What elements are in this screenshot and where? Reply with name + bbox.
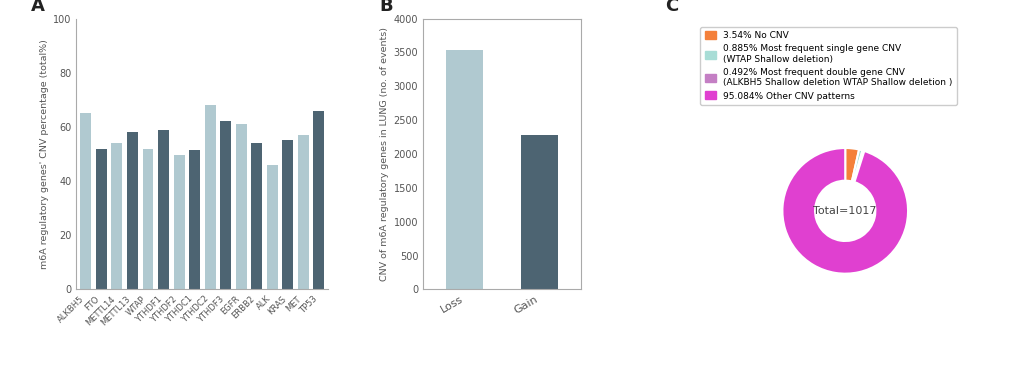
Wedge shape (851, 150, 862, 182)
Text: A: A (32, 0, 45, 15)
Bar (251, 143, 262, 289)
Wedge shape (845, 148, 858, 181)
Bar (189, 150, 200, 289)
Wedge shape (853, 150, 863, 182)
Bar (298, 135, 309, 289)
Y-axis label: m6A regulatory genes' CNV percentage (total%): m6A regulatory genes' CNV percentage (to… (40, 39, 49, 269)
Text: Total=1017: Total=1017 (813, 206, 876, 216)
Text: C: C (664, 0, 678, 15)
Text: B: B (379, 0, 392, 15)
Bar (313, 111, 324, 289)
Wedge shape (782, 148, 907, 274)
Bar (96, 148, 107, 289)
Bar (111, 143, 122, 289)
Bar (267, 165, 277, 289)
Bar (220, 121, 231, 289)
Bar (282, 140, 293, 289)
Bar (143, 148, 153, 289)
Legend: 3.54% No CNV, 0.885% Most frequent single gene CNV
(WTAP Shallow deletion), 0.49: 3.54% No CNV, 0.885% Most frequent singl… (700, 27, 956, 105)
Bar (127, 132, 138, 289)
Bar (235, 124, 247, 289)
Bar (81, 114, 91, 289)
Bar (205, 105, 215, 289)
Bar (445, 50, 483, 289)
Bar (173, 155, 184, 289)
Bar (158, 129, 169, 289)
Bar (520, 135, 557, 289)
Y-axis label: CNV of m6A regulatory genes in LUNG (no. of events): CNV of m6A regulatory genes in LUNG (no.… (380, 27, 389, 281)
